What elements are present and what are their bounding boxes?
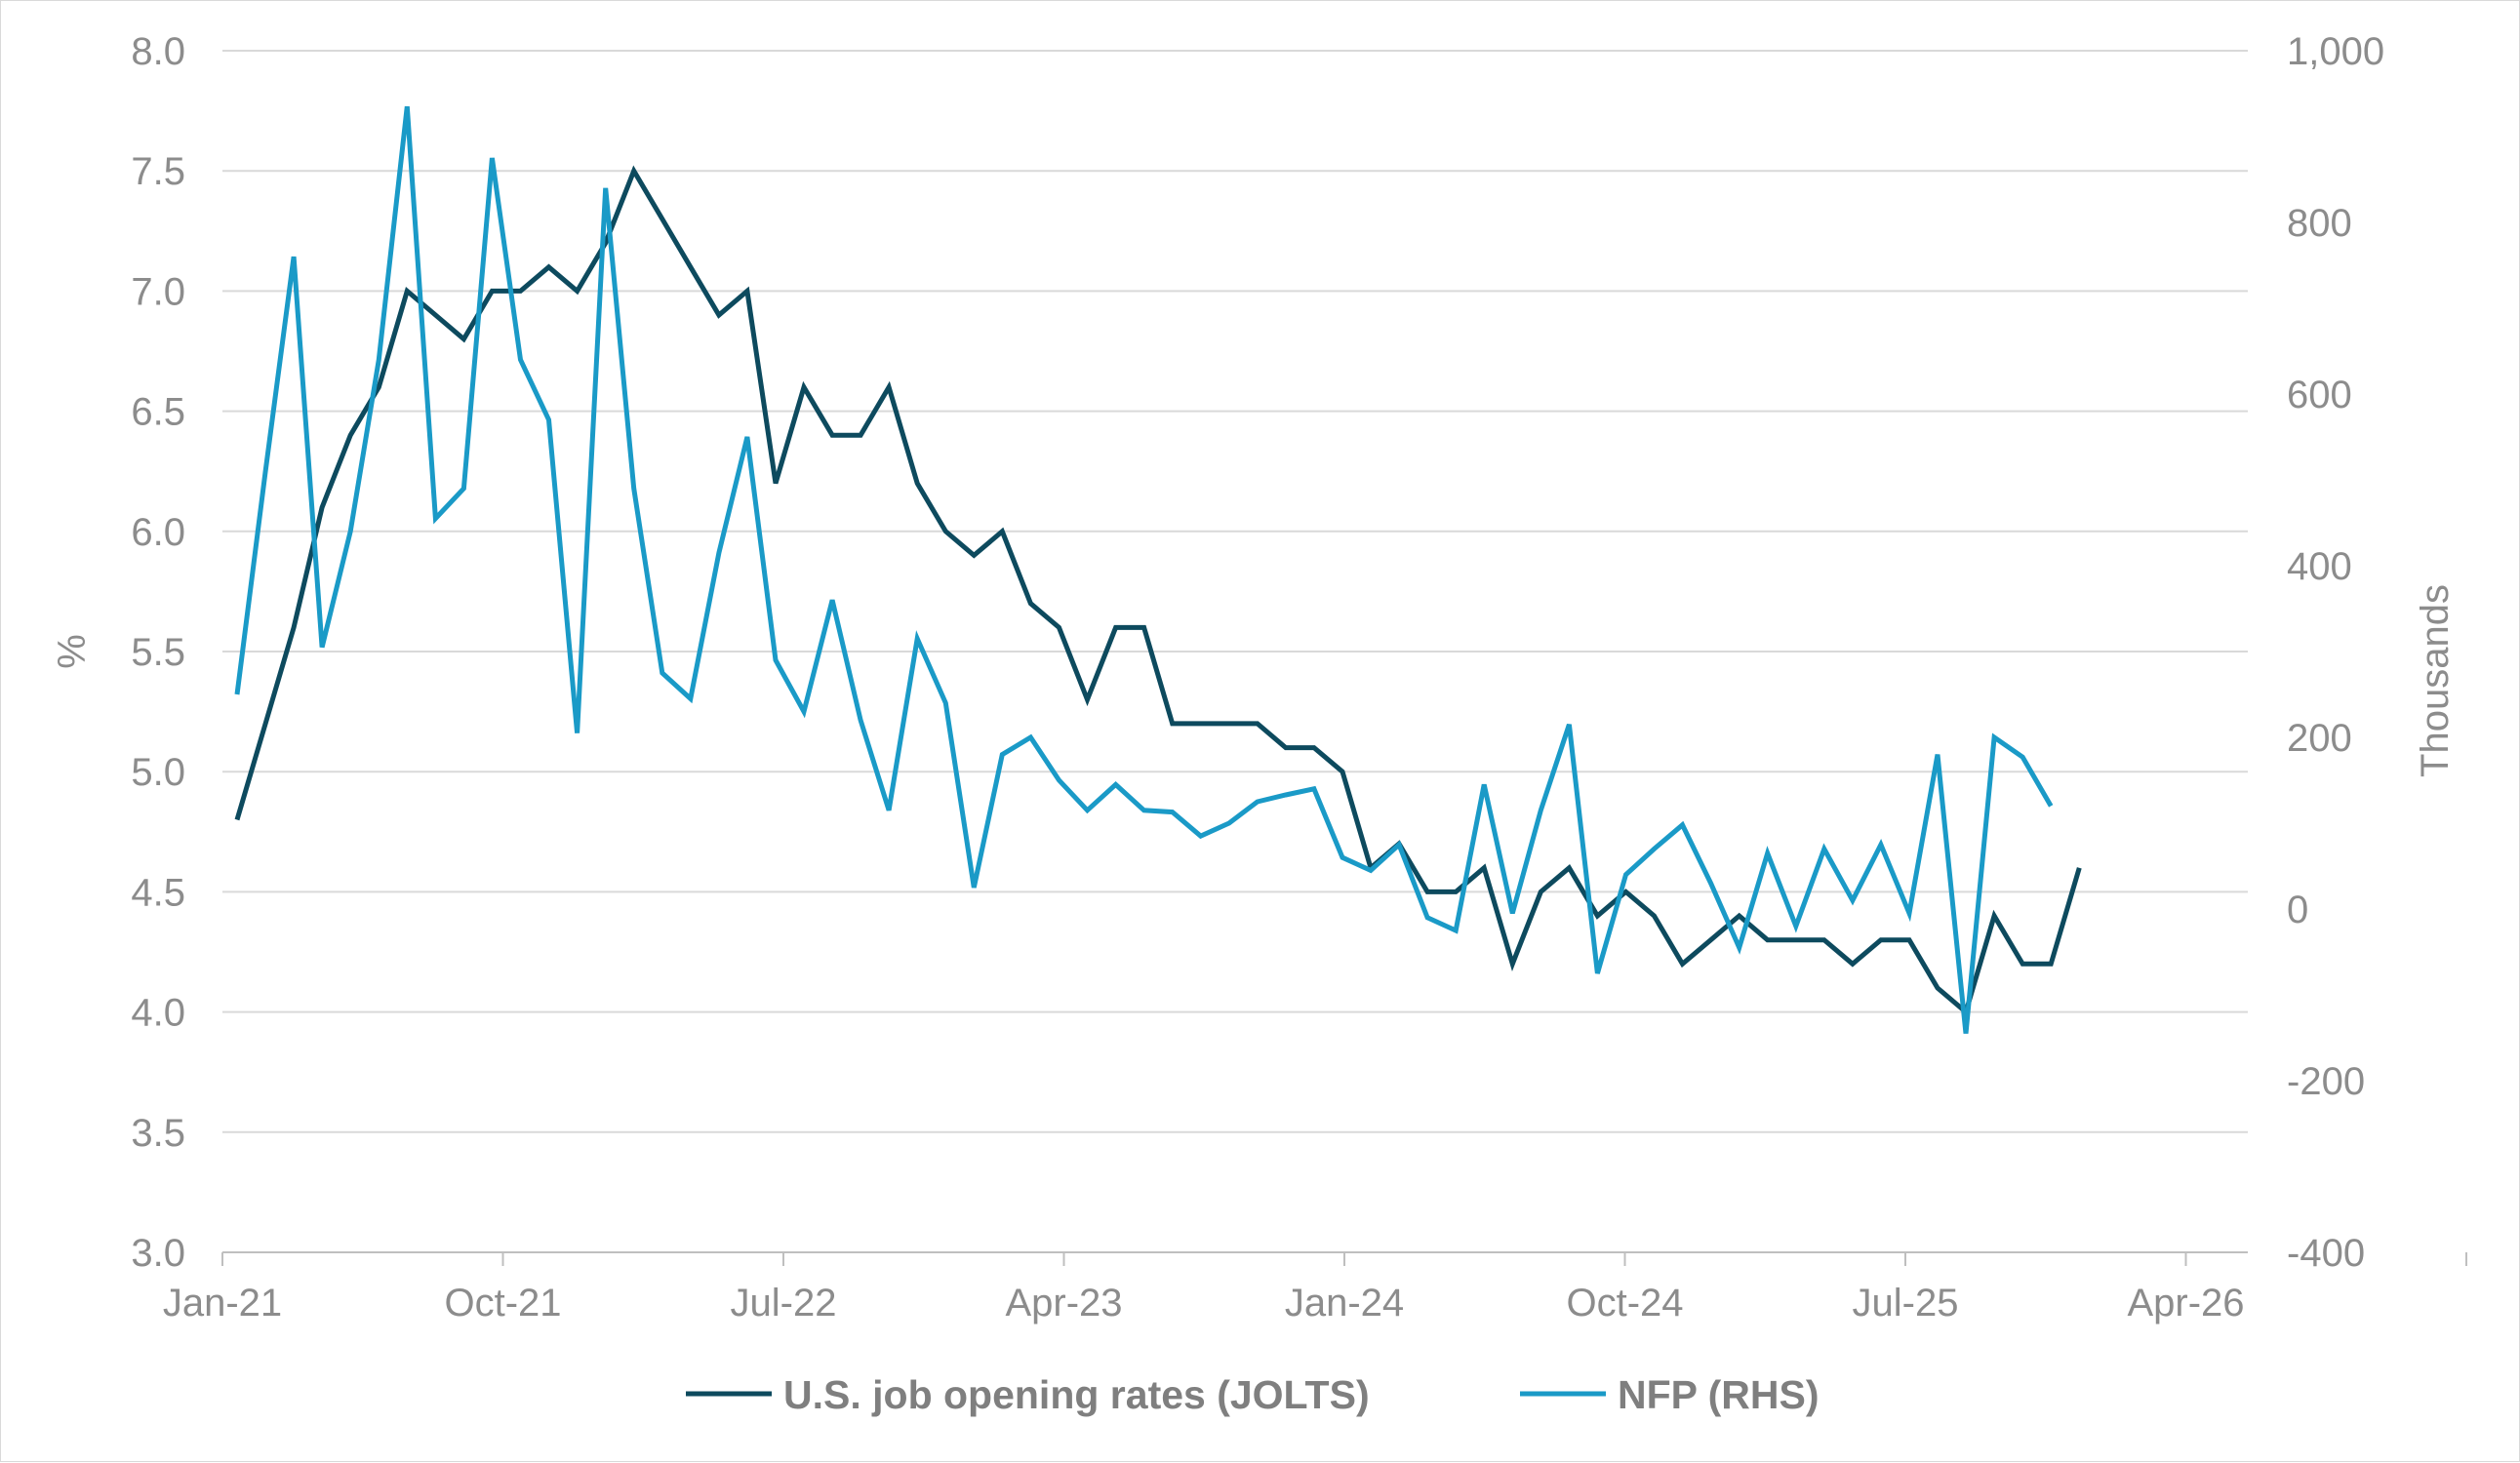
right-tick-label: -200 <box>2287 1060 2365 1103</box>
left-tick-label: 7.5 <box>131 150 185 193</box>
left-tick-label: 5.0 <box>131 751 185 794</box>
left-axis-title: % <box>51 634 94 669</box>
legend: U.S. job opening rates (JOLTS) NFP (RHS) <box>686 1372 1820 1417</box>
x-tick-label: Jul-22 <box>731 1282 837 1325</box>
left-tick-label: 3.0 <box>131 1232 185 1275</box>
right-tick-label: 200 <box>2287 717 2352 760</box>
x-tick-label: Jul-25 <box>1853 1282 1959 1325</box>
right-tick-label: 0 <box>2287 889 2308 931</box>
x-tick-label: Jan-24 <box>1285 1282 1404 1325</box>
left-tick-label: 7.0 <box>131 270 185 313</box>
left-tick-label: 4.5 <box>131 871 185 914</box>
right-y-axis-ticks: -400 -200 0 200 400 600 800 1,000 <box>2287 30 2384 1275</box>
right-tick-label: 600 <box>2287 374 2352 416</box>
legend-label-jolts: U.S. job opening rates (JOLTS) <box>783 1372 1370 1417</box>
right-axis-title: Thousands <box>2414 584 2457 777</box>
left-tick-label: 4.0 <box>131 992 185 1035</box>
x-tick-label: Oct-24 <box>1566 1282 1683 1325</box>
axes <box>221 1251 2467 1266</box>
x-tick-label: Apr-26 <box>2127 1282 2244 1325</box>
x-tick-label: Jan-21 <box>163 1282 282 1325</box>
series-lines <box>234 105 2082 1034</box>
legend-label-nfp: NFP (RHS) <box>1618 1372 1820 1417</box>
left-tick-label: 8.0 <box>131 30 185 73</box>
gridlines <box>222 50 2248 1133</box>
left-y-axis-ticks: 3.0 3.5 4.0 4.5 5.0 5.5 6.0 6.5 7.0 7.5 8.0 <box>131 30 185 1275</box>
x-tick-label: Oct-21 <box>444 1282 561 1325</box>
x-tick-label: Apr-23 <box>1005 1282 1122 1325</box>
right-tick-label: 1,000 <box>2287 30 2384 73</box>
series-line-nfp <box>234 105 2054 1034</box>
x-axis-ticks: Jan-21 Oct-21 Jul-22 Apr-23 Jan-24 Oct-24 Jul-… <box>163 1282 2245 1325</box>
left-tick-label: 6.0 <box>131 511 185 554</box>
right-tick-label: -400 <box>2287 1232 2365 1275</box>
right-tick-label: 800 <box>2287 202 2352 245</box>
series-line-jolts <box>234 165 2082 1016</box>
right-tick-label: 400 <box>2287 545 2352 588</box>
left-tick-label: 5.5 <box>131 631 185 674</box>
left-tick-label: 3.5 <box>131 1112 185 1155</box>
left-tick-label: 6.5 <box>131 391 185 434</box>
